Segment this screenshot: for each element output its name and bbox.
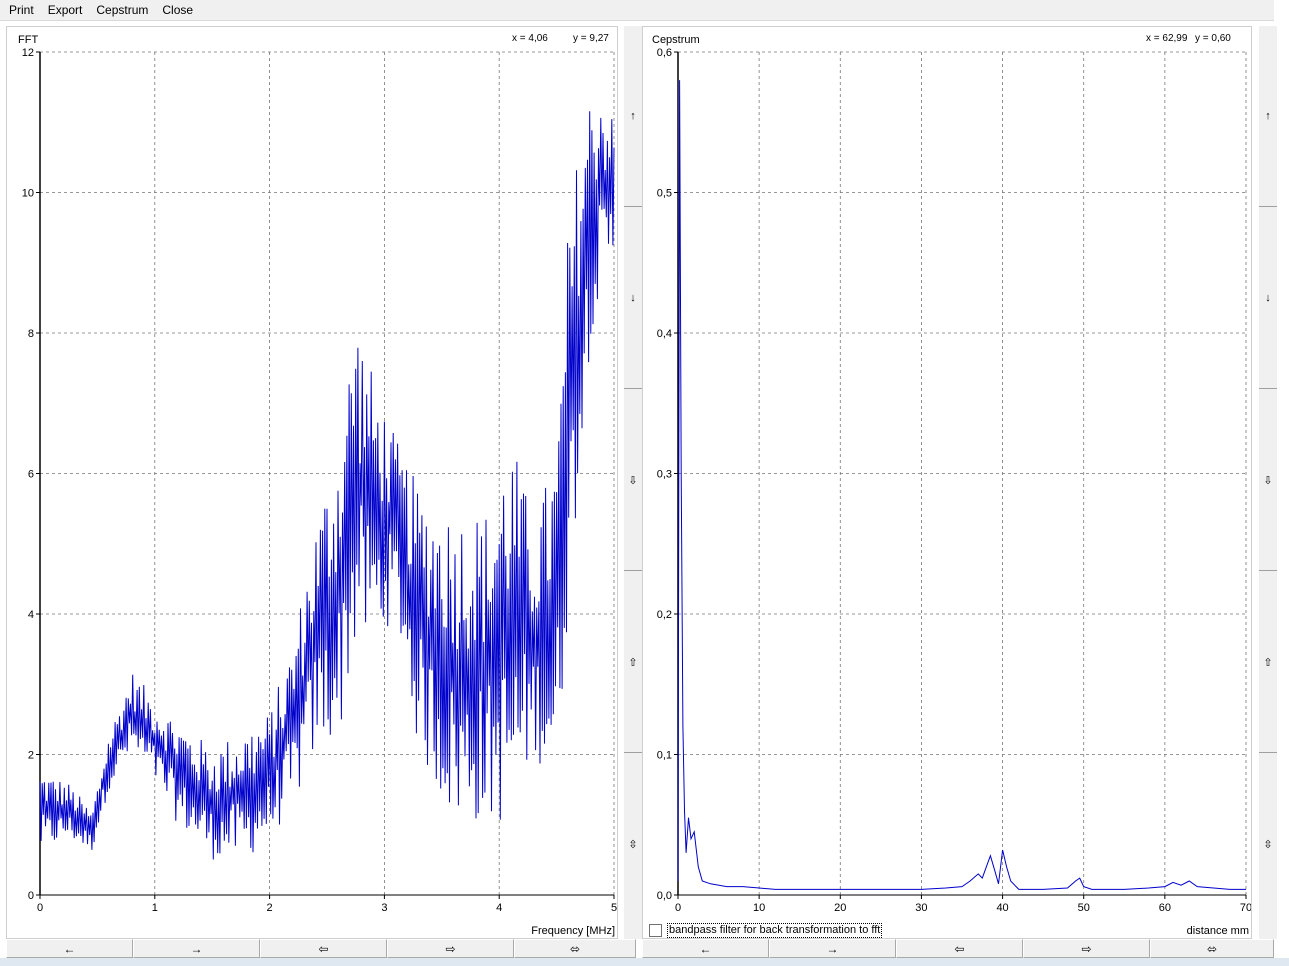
menu-cepstrum[interactable]: Cepstrum: [96, 3, 149, 17]
hollow-arrow-right-icon: ⇨: [445, 941, 456, 956]
double-arrow-vertical-icon: ⇳: [1263, 839, 1273, 851]
fft-zoom-in-x-button[interactable]: ⇦: [260, 939, 387, 958]
fft-xtick-label: 4: [496, 902, 502, 914]
arrow-left-icon: ←: [699, 941, 712, 956]
hollow-arrow-up-icon: ⇧: [1263, 656, 1273, 669]
fft-scroll-right-button[interactable]: →: [133, 939, 260, 958]
fft-ytick-label: 12: [22, 47, 34, 59]
fft-title: FFT: [18, 34, 38, 46]
cepstrum-zoom-out-x-button[interactable]: ⇨: [1023, 939, 1150, 958]
arrow-left-icon: ←: [63, 941, 76, 956]
bandpass-filter-label: bandpass filter for back transformation …: [667, 922, 883, 938]
fft-ytick-label: 4: [28, 609, 34, 621]
hollow-arrow-up-icon: ⇧: [628, 656, 638, 669]
fft-xtick-label: 3: [381, 902, 387, 914]
fft-scroll-up-button[interactable]: ↑: [624, 26, 642, 207]
cepstrum-scroll-right-button[interactable]: →: [769, 939, 896, 958]
hollow-arrow-left-icon: ⇦: [954, 941, 965, 956]
cepstrum-ytick-label: 0,6: [657, 47, 672, 59]
cepstrum-zoom-in-x-button[interactable]: ⇦: [896, 939, 1023, 958]
fft-zoom-in-y-button[interactable]: ⇧: [624, 572, 642, 753]
cepstrum-fit-y-button[interactable]: ⇳: [1259, 754, 1277, 935]
arrow-down-icon: ↓: [630, 292, 636, 304]
fft-fit-x-button[interactable]: ⬄: [514, 939, 636, 958]
fft-zoom-out-x-button[interactable]: ⇨: [387, 939, 514, 958]
cepstrum-chart[interactable]: Cepstrum x = 62,99 y = 0,60 distance mm …: [643, 27, 1252, 938]
fft-ytick-label: 10: [22, 188, 34, 200]
cepstrum-cursor-y: y = 0,60: [1195, 33, 1231, 44]
cepstrum-xtick-label: 10: [753, 902, 765, 914]
fft-scroll-left-button[interactable]: ←: [6, 939, 133, 958]
cepstrum-xtick-label: 20: [834, 902, 846, 914]
fft-vertical-controls: ↑ ↓ ⇩ ⇧ ⇳: [624, 26, 642, 939]
fft-xtick-label: 1: [152, 902, 158, 914]
cepstrum-fit-x-button[interactable]: ⬄: [1150, 939, 1274, 958]
cepstrum-series-line: [677, 80, 1246, 890]
arrow-down-icon: ↓: [1265, 292, 1271, 304]
fft-chart[interactable]: FFT x = 4,06 y = 9,27 Frequency [MHz] 0 1…: [7, 27, 617, 938]
fft-scroll-down-button[interactable]: ↓: [624, 208, 642, 389]
cepstrum-vertical-controls: ↑ ↓ ⇩ ⇧ ⇳: [1259, 26, 1277, 939]
fft-ytick-label: 0: [28, 890, 34, 902]
fft-xtick-label: 2: [267, 902, 273, 914]
fft-cursor-y: y = 9,27: [573, 33, 609, 44]
fft-cursor-x: x = 4,06: [512, 33, 548, 44]
cepstrum-scroll-down-button[interactable]: ↓: [1259, 208, 1277, 389]
cepstrum-panel: Cepstrum x = 62,99 y = 0,60 distance mm …: [642, 26, 1252, 939]
fft-panel: FFT x = 4,06 y = 9,27 Frequency [MHz] 0 1…: [6, 26, 618, 939]
fft-xtick-label: 0: [37, 902, 43, 914]
cepstrum-zoom-out-y-button[interactable]: ⇩: [1259, 390, 1277, 571]
hollow-arrow-right-icon: ⇨: [1081, 941, 1092, 956]
arrow-up-icon: ↑: [1265, 110, 1271, 122]
cepstrum-xtick-label: 70: [1240, 902, 1251, 914]
fft-xlabel: Frequency [MHz]: [531, 925, 615, 937]
cepstrum-xtick-label: 50: [1078, 902, 1090, 914]
cepstrum-horizontal-controls: ← → ⇦ ⇨ ⬄: [642, 939, 1274, 958]
cepstrum-scroll-up-button[interactable]: ↑: [1259, 26, 1277, 207]
fft-series-line: [39, 111, 615, 860]
cepstrum-ytick-label: 0,3: [657, 469, 672, 481]
cepstrum-xlabel: distance mm: [1187, 925, 1249, 937]
bandpass-filter-checkbox[interactable]: [649, 923, 662, 937]
hollow-arrow-down-icon: ⇩: [1263, 474, 1273, 487]
cepstrum-ytick-label: 0,1: [657, 750, 672, 762]
fft-xtick-label: 5: [611, 902, 617, 914]
cepstrum-xtick-label: 40: [996, 902, 1008, 914]
cepstrum-xtick-label: 0: [675, 902, 681, 914]
arrow-up-icon: ↑: [630, 110, 636, 122]
fft-ytick-label: 2: [28, 750, 34, 762]
menu-close[interactable]: Close: [162, 3, 194, 17]
cepstrum-xtick-label: 30: [915, 902, 927, 914]
arrow-right-icon: →: [826, 941, 839, 956]
fft-zoom-out-y-button[interactable]: ⇩: [624, 390, 642, 571]
fft-ytick-label: 8: [28, 328, 34, 340]
fft-fit-y-button[interactable]: ⇳: [624, 754, 642, 935]
cepstrum-xtick-label: 60: [1159, 902, 1171, 914]
window-bottom-edge: [0, 958, 1289, 966]
cepstrum-cursor-x: x = 62,99: [1146, 33, 1188, 44]
menu-bar: Print Export Cepstrum Close: [0, 0, 1274, 21]
arrow-right-icon: →: [190, 941, 203, 956]
hollow-arrow-down-icon: ⇩: [628, 474, 638, 487]
double-arrow-horizontal-icon: ⬄: [1206, 941, 1218, 956]
cepstrum-title: Cepstrum: [652, 34, 700, 46]
bandpass-filter-option[interactable]: bandpass filter for back transformation …: [649, 922, 883, 938]
cepstrum-zoom-in-y-button[interactable]: ⇧: [1259, 572, 1277, 753]
menu-print[interactable]: Print: [9, 3, 34, 17]
cepstrum-ytick-label: 0,2: [657, 609, 672, 621]
double-arrow-vertical-icon: ⇳: [628, 839, 638, 851]
fft-horizontal-controls: ← → ⇦ ⇨ ⬄: [6, 939, 636, 958]
cepstrum-ytick-label: 0,5: [657, 188, 672, 200]
cepstrum-ytick-label: 0,0: [657, 890, 672, 902]
fft-ytick-label: 6: [28, 469, 34, 481]
hollow-arrow-left-icon: ⇦: [318, 941, 329, 956]
double-arrow-horizontal-icon: ⬄: [569, 941, 581, 956]
cepstrum-ytick-label: 0,4: [657, 328, 672, 340]
menu-export[interactable]: Export: [47, 3, 83, 17]
cepstrum-scroll-left-button[interactable]: ←: [642, 939, 769, 958]
